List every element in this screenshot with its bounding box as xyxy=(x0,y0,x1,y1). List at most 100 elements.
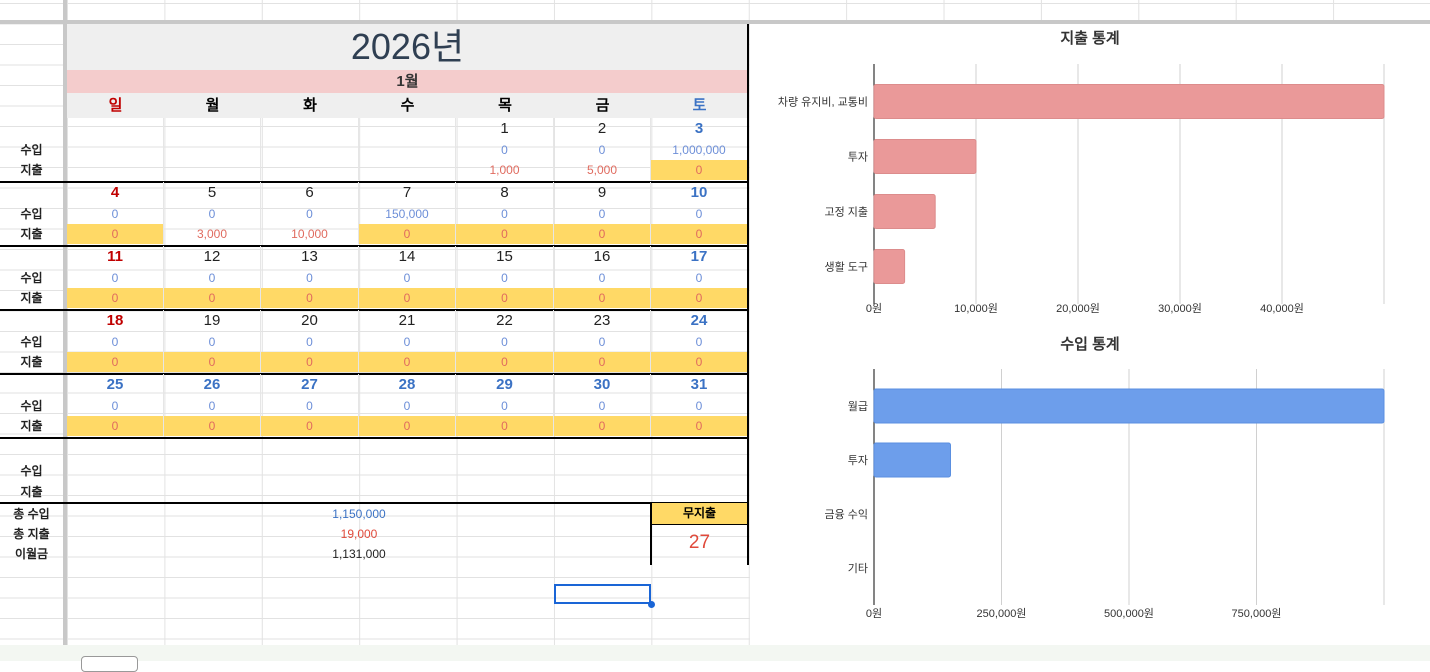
expense-cell[interactable]: 0 xyxy=(651,160,748,180)
date-cell[interactable]: 10 xyxy=(651,182,748,204)
date-cell[interactable]: 22 xyxy=(456,310,554,332)
expense-cell[interactable]: 0 xyxy=(456,224,554,244)
income-cell[interactable]: 0 xyxy=(651,204,748,224)
date-cell[interactable]: 13 xyxy=(261,246,359,268)
date-cell[interactable]: 4 xyxy=(67,182,164,204)
fill-handle[interactable] xyxy=(648,601,655,608)
date-cell[interactable]: 11 xyxy=(67,246,164,268)
date-cell[interactable]: 17 xyxy=(651,246,748,268)
date-cell[interactable] xyxy=(261,118,359,140)
date-cell[interactable]: 9 xyxy=(554,182,651,204)
expense-cell[interactable]: 0 xyxy=(359,352,456,372)
income-cell[interactable] xyxy=(359,140,456,160)
income-cell[interactable]: 0 xyxy=(554,204,651,224)
expense-cell[interactable]: 0 xyxy=(456,352,554,372)
date-cell[interactable]: 27 xyxy=(261,374,359,396)
income-cell[interactable]: 0 xyxy=(456,204,554,224)
date-cell[interactable]: 29 xyxy=(456,374,554,396)
income-cell[interactable]: 0 xyxy=(67,396,164,416)
income-cell[interactable]: 0 xyxy=(554,140,651,160)
date-cell[interactable] xyxy=(164,118,261,140)
income-cell[interactable]: 1,000,000 xyxy=(651,140,748,160)
expense-cell[interactable]: 0 xyxy=(67,224,164,244)
date-cell[interactable]: 21 xyxy=(359,310,456,332)
income-cell[interactable]: 0 xyxy=(164,204,261,224)
expense-cell[interactable]: 0 xyxy=(261,416,359,436)
date-cell[interactable]: 14 xyxy=(359,246,456,268)
expense-cell[interactable]: 0 xyxy=(554,224,651,244)
income-cell[interactable] xyxy=(164,140,261,160)
income-cell[interactable]: 0 xyxy=(554,396,651,416)
expense-cell[interactable]: 0 xyxy=(554,288,651,308)
expense-cell[interactable]: 0 xyxy=(359,416,456,436)
date-cell[interactable] xyxy=(359,118,456,140)
date-cell[interactable]: 20 xyxy=(261,310,359,332)
expense-cell[interactable]: 0 xyxy=(67,416,164,436)
date-cell[interactable]: 2 xyxy=(554,118,651,140)
expense-cell[interactable]: 0 xyxy=(164,288,261,308)
date-cell[interactable]: 25 xyxy=(67,374,164,396)
expense-cell[interactable]: 0 xyxy=(651,288,748,308)
income-cell[interactable]: 0 xyxy=(456,332,554,352)
expense-cell[interactable] xyxy=(164,160,261,180)
income-cell[interactable]: 0 xyxy=(261,268,359,288)
income-cell[interactable]: 0 xyxy=(164,332,261,352)
date-cell[interactable]: 15 xyxy=(456,246,554,268)
date-cell[interactable]: 3 xyxy=(651,118,748,140)
date-cell[interactable] xyxy=(67,118,164,140)
total-income-value[interactable]: 1,150,000 xyxy=(332,507,386,521)
expense-cell[interactable]: 0 xyxy=(359,224,456,244)
income-cell[interactable]: 150,000 xyxy=(359,204,456,224)
income-cell[interactable]: 0 xyxy=(554,332,651,352)
date-cell[interactable]: 7 xyxy=(359,182,456,204)
total-expense-value[interactable]: 19,000 xyxy=(340,527,378,541)
expense-cell[interactable]: 0 xyxy=(554,352,651,372)
income-cell[interactable]: 0 xyxy=(67,204,164,224)
frozen-row-divider[interactable] xyxy=(0,20,1430,24)
expense-cell[interactable]: 0 xyxy=(261,352,359,372)
income-cell[interactable]: 0 xyxy=(359,396,456,416)
date-cell[interactable]: 5 xyxy=(164,182,261,204)
income-cell[interactable]: 0 xyxy=(651,268,748,288)
income-cell[interactable]: 0 xyxy=(261,332,359,352)
income-cell[interactable] xyxy=(261,140,359,160)
date-cell[interactable]: 24 xyxy=(651,310,748,332)
date-cell[interactable]: 28 xyxy=(359,374,456,396)
date-cell[interactable]: 31 xyxy=(651,374,748,396)
selected-cell[interactable] xyxy=(554,584,651,604)
date-cell[interactable]: 18 xyxy=(67,310,164,332)
expense-cell[interactable] xyxy=(359,160,456,180)
date-cell[interactable]: 1 xyxy=(456,118,554,140)
date-cell[interactable]: 30 xyxy=(554,374,651,396)
income-cell[interactable] xyxy=(67,140,164,160)
frozen-column-divider[interactable] xyxy=(63,0,67,645)
income-cell[interactable]: 0 xyxy=(456,140,554,160)
income-cell[interactable]: 0 xyxy=(359,268,456,288)
date-cell[interactable]: 26 xyxy=(164,374,261,396)
spreadsheet-grid[interactable]: 2026년 1월 일 월 화 수 목 금 토 수입 지출 1 0 1,000 2 0 5,000 3 1,000… xyxy=(0,0,1430,645)
date-cell[interactable]: 6 xyxy=(261,182,359,204)
expense-cell[interactable]: 0 xyxy=(554,416,651,436)
income-cell[interactable]: 0 xyxy=(651,396,748,416)
expense-cell[interactable]: 0 xyxy=(164,416,261,436)
expense-cell[interactable]: 0 xyxy=(164,352,261,372)
income-cell[interactable]: 0 xyxy=(164,268,261,288)
expense-cell[interactable]: 3,000 xyxy=(164,224,261,244)
date-cell[interactable]: 16 xyxy=(554,246,651,268)
income-cell[interactable]: 0 xyxy=(456,268,554,288)
income-cell[interactable]: 0 xyxy=(67,268,164,288)
income-cell[interactable]: 0 xyxy=(554,268,651,288)
expense-cell[interactable]: 10,000 xyxy=(261,224,359,244)
expense-cell[interactable]: 0 xyxy=(651,416,748,436)
expense-cell[interactable]: 0 xyxy=(67,352,164,372)
expense-cell[interactable] xyxy=(261,160,359,180)
expense-cell[interactable] xyxy=(67,160,164,180)
date-cell[interactable]: 23 xyxy=(554,310,651,332)
income-cell[interactable]: 0 xyxy=(456,396,554,416)
date-cell[interactable]: 8 xyxy=(456,182,554,204)
expense-cell[interactable]: 0 xyxy=(651,224,748,244)
add-sheet-button[interactable] xyxy=(81,656,138,672)
expense-cell[interactable]: 0 xyxy=(359,288,456,308)
income-chart[interactable]: 수입 통계 0원 250,000원 500,000원 750,000원 월급 투자 금융 수… xyxy=(750,329,1430,645)
income-cell[interactable]: 0 xyxy=(359,332,456,352)
